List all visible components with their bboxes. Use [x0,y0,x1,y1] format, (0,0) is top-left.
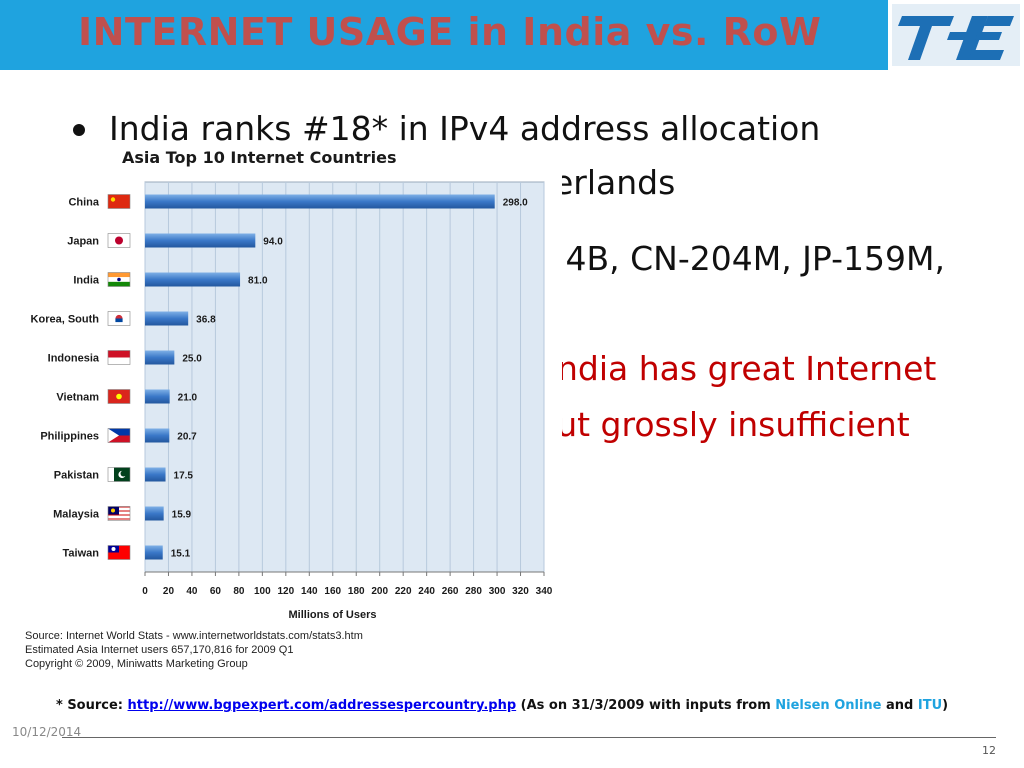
bar [145,506,164,521]
logo [888,0,1024,70]
category-label: Vietnam [56,392,99,404]
x-tick-label: 340 [536,586,553,597]
bar [145,272,241,287]
data-label: 20.7 [177,432,197,443]
data-label: 36.8 [196,315,216,326]
taiwan-flag-icon [107,545,131,560]
category-label: Korea, South [31,314,100,326]
china-flag-icon [107,194,131,209]
footer-divider [62,737,996,738]
title-bar: INTERNET USAGE in India vs. RoW [0,0,888,70]
asia-internet-chart: China 298.0 Japan 94.0 India 81.0 Korea, South… [22,142,562,682]
data-label: 25.0 [182,354,202,365]
slide-date: 10/12/2014 [12,725,82,739]
chart-plot: China 298.0 Japan 94.0 India 81.0 Korea, South… [31,181,553,621]
pakistan-flag-icon [107,467,131,482]
x-tick-label: 180 [348,586,365,597]
chart-source: Source: Internet World Stats - www.inter… [25,629,363,671]
bullet-line: .4B, CN-204M, JP-159M, [555,239,945,278]
data-label: 81.0 [248,276,268,287]
bar [145,467,166,482]
page-number: 12 [982,744,996,757]
bullet-line: erlands [553,163,676,202]
indonesia-flag-icon [107,350,131,365]
x-tick-label: 40 [186,586,198,597]
category-label: China [68,197,99,209]
bar [145,428,170,443]
bar [145,233,256,248]
category-label: Taiwan [63,548,100,560]
japan-flag-icon [107,233,131,248]
data-label: 15.9 [172,510,192,521]
x-tick-label: 160 [324,586,341,597]
bar [145,545,163,560]
source-line: Estimated Asia Internet users 657,170,81… [25,644,294,656]
data-label: 15.1 [171,549,191,560]
category-label: Japan [67,236,99,248]
source-line: Copyright © 2009, Miniwatts Marketing Gr… [25,658,248,670]
india-flag-icon [107,272,131,287]
bullet-line: India ranks #18* in IPv4 address allocat… [109,109,821,148]
source-link[interactable]: http://www.bgpexpert.com/addressespercou… [127,698,517,713]
x-tick-label: 60 [210,586,222,597]
data-label: 94.0 [263,237,283,248]
philippines-flag-icon [107,428,131,443]
footnote: * Source: http://www.bgpexpert.com/addre… [56,698,949,713]
data-label: 17.5 [174,471,194,482]
category-label: Philippines [40,431,99,443]
data-label: 298.0 [503,198,528,209]
x-tick-label: 0 [142,586,148,597]
x-tick-label: 20 [163,586,175,597]
vietnam-flag-icon [107,389,131,404]
slide-title: INTERNET USAGE in India vs. RoW [78,10,822,54]
category-label: Pakistan [54,470,100,482]
bullet-line: out grossly insufficient [536,405,910,444]
x-tick-label: 120 [277,586,294,597]
x-tick-label: 80 [233,586,245,597]
x-tick-label: 100 [254,586,271,597]
x-tick-label: 220 [395,586,412,597]
bullet-dot-icon [73,124,85,136]
bar [145,194,495,209]
x-tick-label: 320 [512,586,529,597]
x-tick-label: 300 [489,586,506,597]
category-label: Malaysia [53,509,100,521]
bar [145,311,189,326]
category-label: India [73,275,100,287]
tec-logo-icon [898,16,1014,60]
x-axis-title: Millions of Users [288,609,376,621]
category-label: Indonesia [48,353,100,365]
x-tick-label: 140 [301,586,318,597]
source-line: Source: Internet World Stats - www.inter… [25,630,363,642]
bar [145,350,175,365]
x-tick-label: 240 [418,586,435,597]
chart-title: Asia Top 10 Internet Countries [122,148,397,167]
x-tick-label: 260 [442,586,459,597]
bullet-line: ndia has great Internet [557,349,937,388]
x-tick-label: 280 [465,586,482,597]
x-tick-label: 200 [371,586,388,597]
data-label: 21.0 [178,393,198,404]
malaysia-flag-icon [107,506,131,521]
bar [145,389,170,404]
south-korea-flag-icon [107,311,131,326]
